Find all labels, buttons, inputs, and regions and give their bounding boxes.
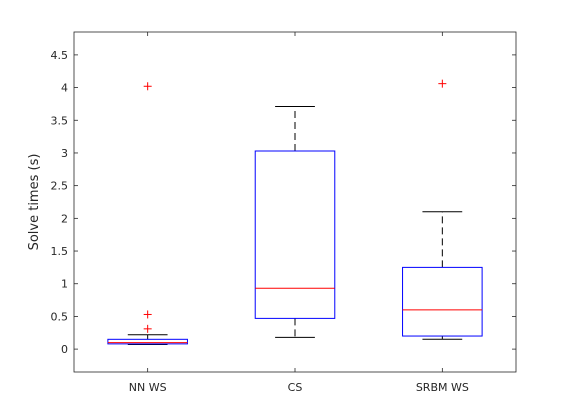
y-ticks: 0 0.5 1 1.5 2 2.5 3 3.5 4 4.5 (51, 49, 516, 356)
y-tick-label: 1.5 (51, 245, 69, 258)
x-tick-label: NN WS (129, 381, 167, 394)
outlier-marker (143, 310, 152, 319)
y-tick-label: 4.5 (51, 49, 69, 62)
x-tick-label: CS (288, 381, 303, 394)
outlier-marker (438, 79, 447, 88)
x-tick-label: SRBM WS (416, 381, 469, 394)
outlier-marker (143, 82, 152, 91)
y-tick-label: 0.5 (51, 310, 69, 323)
y-tick-label: 2 (61, 212, 68, 225)
y-tick-label: 3.5 (51, 114, 69, 127)
iqr-box (402, 266, 483, 337)
y-tick-label: 1 (61, 278, 68, 291)
box-group (254, 106, 336, 338)
y-axis-label: Solve times (s) (27, 154, 42, 251)
y-tick-label: 4 (61, 82, 68, 95)
iqr-box (254, 150, 336, 319)
y-tick-label: 0 (61, 343, 68, 356)
y-tick-label: 3 (61, 147, 68, 160)
box-group (402, 79, 483, 340)
iqr-box (107, 338, 188, 345)
x-ticks: NN WS CS SRBM WS (129, 32, 469, 394)
outlier-marker (143, 324, 152, 333)
boxes (107, 79, 483, 346)
y-tick-label: 2.5 (51, 180, 69, 193)
box-group (107, 82, 188, 346)
